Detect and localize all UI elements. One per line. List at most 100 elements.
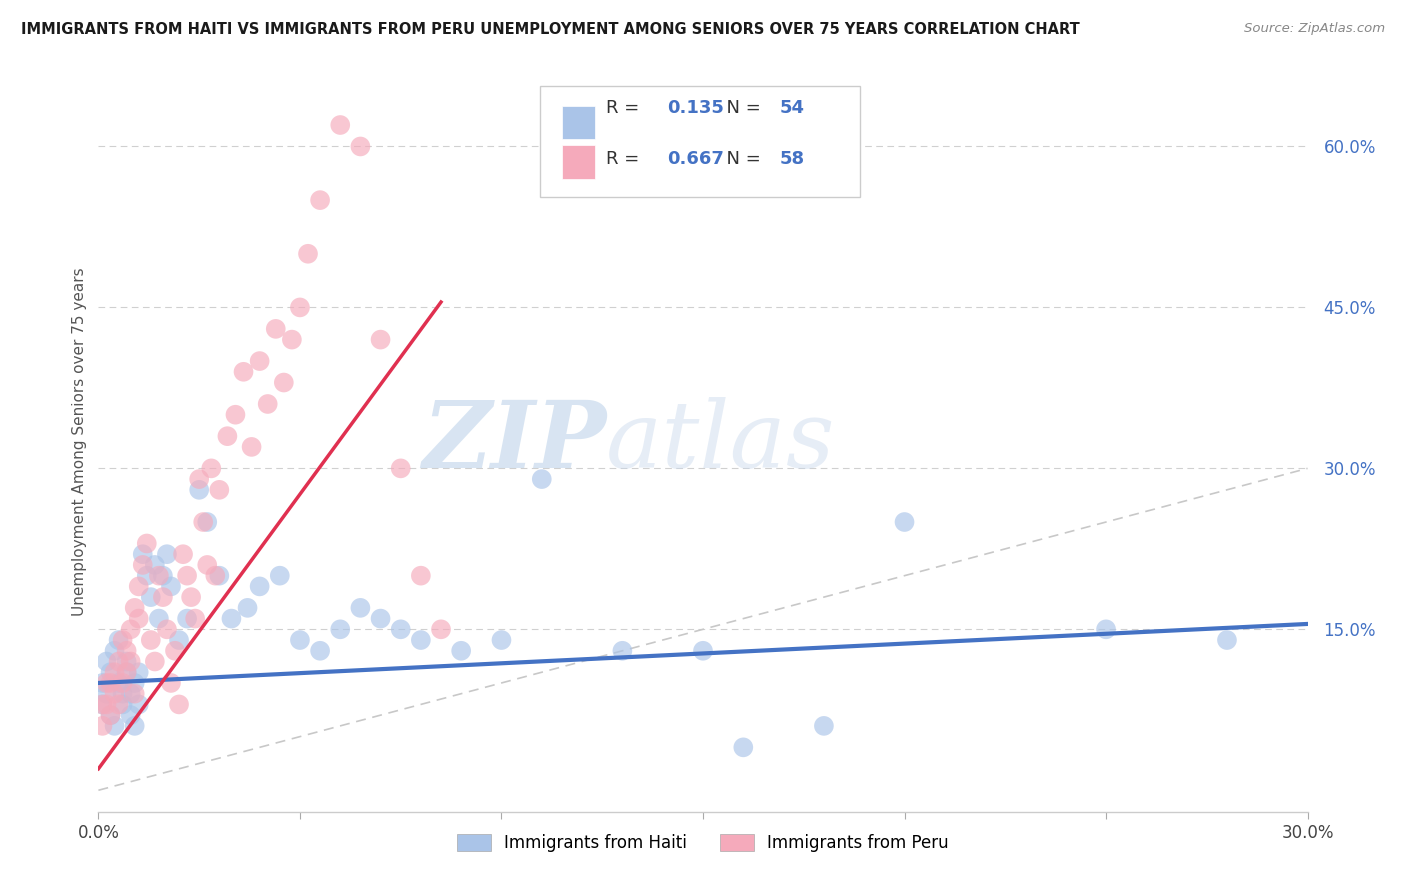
Point bbox=[389, 623, 412, 637]
Point bbox=[180, 590, 202, 604]
Point bbox=[124, 687, 146, 701]
Point bbox=[193, 515, 215, 529]
Point bbox=[612, 644, 634, 658]
Point bbox=[107, 676, 129, 690]
Point bbox=[128, 665, 150, 680]
Point bbox=[349, 600, 371, 615]
Text: IMMIGRANTS FROM HAITI VS IMMIGRANTS FROM PERU UNEMPLOYMENT AMONG SENIORS OVER 75: IMMIGRANTS FROM HAITI VS IMMIGRANTS FROM… bbox=[21, 22, 1080, 37]
Point bbox=[329, 118, 352, 132]
Point bbox=[217, 429, 239, 443]
Point bbox=[107, 698, 129, 712]
Point bbox=[176, 568, 198, 582]
Point bbox=[91, 698, 114, 712]
Point bbox=[91, 698, 114, 712]
Point bbox=[240, 440, 263, 454]
Point bbox=[103, 665, 125, 680]
Point bbox=[139, 633, 162, 648]
Point bbox=[115, 655, 138, 669]
Point bbox=[172, 547, 194, 561]
Point bbox=[430, 623, 453, 637]
Point bbox=[1095, 623, 1118, 637]
Text: ZIP: ZIP bbox=[422, 397, 606, 486]
Point bbox=[288, 301, 311, 315]
Point bbox=[91, 676, 114, 690]
Point bbox=[200, 461, 222, 475]
FancyBboxPatch shape bbox=[561, 145, 595, 178]
Point bbox=[813, 719, 835, 733]
Point bbox=[96, 676, 118, 690]
Point bbox=[100, 665, 122, 680]
Text: 0.135: 0.135 bbox=[666, 99, 724, 118]
Point bbox=[491, 633, 513, 648]
Point bbox=[269, 568, 291, 582]
Text: N =: N = bbox=[716, 150, 766, 168]
Point bbox=[128, 698, 150, 712]
Point bbox=[139, 590, 162, 604]
Point bbox=[124, 676, 146, 690]
Point bbox=[128, 611, 150, 625]
Point bbox=[1216, 633, 1239, 648]
Point bbox=[208, 568, 231, 582]
Point bbox=[893, 515, 915, 529]
Point bbox=[120, 655, 142, 669]
Point bbox=[160, 579, 183, 593]
Point bbox=[100, 708, 122, 723]
Point bbox=[176, 611, 198, 625]
Point bbox=[184, 611, 207, 625]
Point bbox=[188, 472, 211, 486]
Point bbox=[409, 568, 432, 582]
Point bbox=[264, 322, 287, 336]
Point bbox=[370, 333, 392, 347]
Text: 0.667: 0.667 bbox=[666, 150, 724, 168]
Point bbox=[148, 568, 170, 582]
Point bbox=[450, 644, 472, 658]
Point bbox=[111, 687, 134, 701]
Y-axis label: Unemployment Among Seniors over 75 years: Unemployment Among Seniors over 75 years bbox=[72, 268, 87, 615]
Point bbox=[409, 633, 432, 648]
Point bbox=[208, 483, 231, 497]
Point bbox=[530, 472, 553, 486]
Point bbox=[167, 633, 190, 648]
Point bbox=[103, 644, 125, 658]
Point bbox=[224, 408, 246, 422]
Point bbox=[143, 655, 166, 669]
Point bbox=[115, 665, 138, 680]
Point bbox=[96, 655, 118, 669]
Point bbox=[152, 568, 174, 582]
Point bbox=[91, 719, 114, 733]
Point bbox=[204, 568, 226, 582]
Point bbox=[135, 536, 157, 550]
Point bbox=[100, 676, 122, 690]
Point bbox=[152, 590, 174, 604]
Point bbox=[309, 644, 332, 658]
Point bbox=[733, 740, 755, 755]
Text: N =: N = bbox=[716, 99, 766, 118]
Point bbox=[120, 623, 142, 637]
Point bbox=[111, 676, 134, 690]
Point bbox=[281, 333, 304, 347]
Point bbox=[370, 611, 392, 625]
Point bbox=[309, 193, 332, 207]
Point bbox=[132, 547, 155, 561]
Point bbox=[124, 719, 146, 733]
Point bbox=[232, 365, 254, 379]
Point bbox=[692, 644, 714, 658]
Point bbox=[329, 623, 352, 637]
Point bbox=[115, 644, 138, 658]
Text: R =: R = bbox=[606, 150, 645, 168]
Point bbox=[120, 708, 142, 723]
Text: Source: ZipAtlas.com: Source: ZipAtlas.com bbox=[1244, 22, 1385, 36]
Point bbox=[135, 568, 157, 582]
Point bbox=[103, 719, 125, 733]
Point bbox=[124, 600, 146, 615]
Point bbox=[156, 623, 179, 637]
Point bbox=[107, 655, 129, 669]
Point bbox=[167, 698, 190, 712]
Text: R =: R = bbox=[606, 99, 645, 118]
Point bbox=[132, 558, 155, 572]
Point bbox=[236, 600, 259, 615]
Point bbox=[100, 708, 122, 723]
Point bbox=[163, 644, 186, 658]
Point bbox=[115, 665, 138, 680]
Text: 58: 58 bbox=[779, 150, 804, 168]
